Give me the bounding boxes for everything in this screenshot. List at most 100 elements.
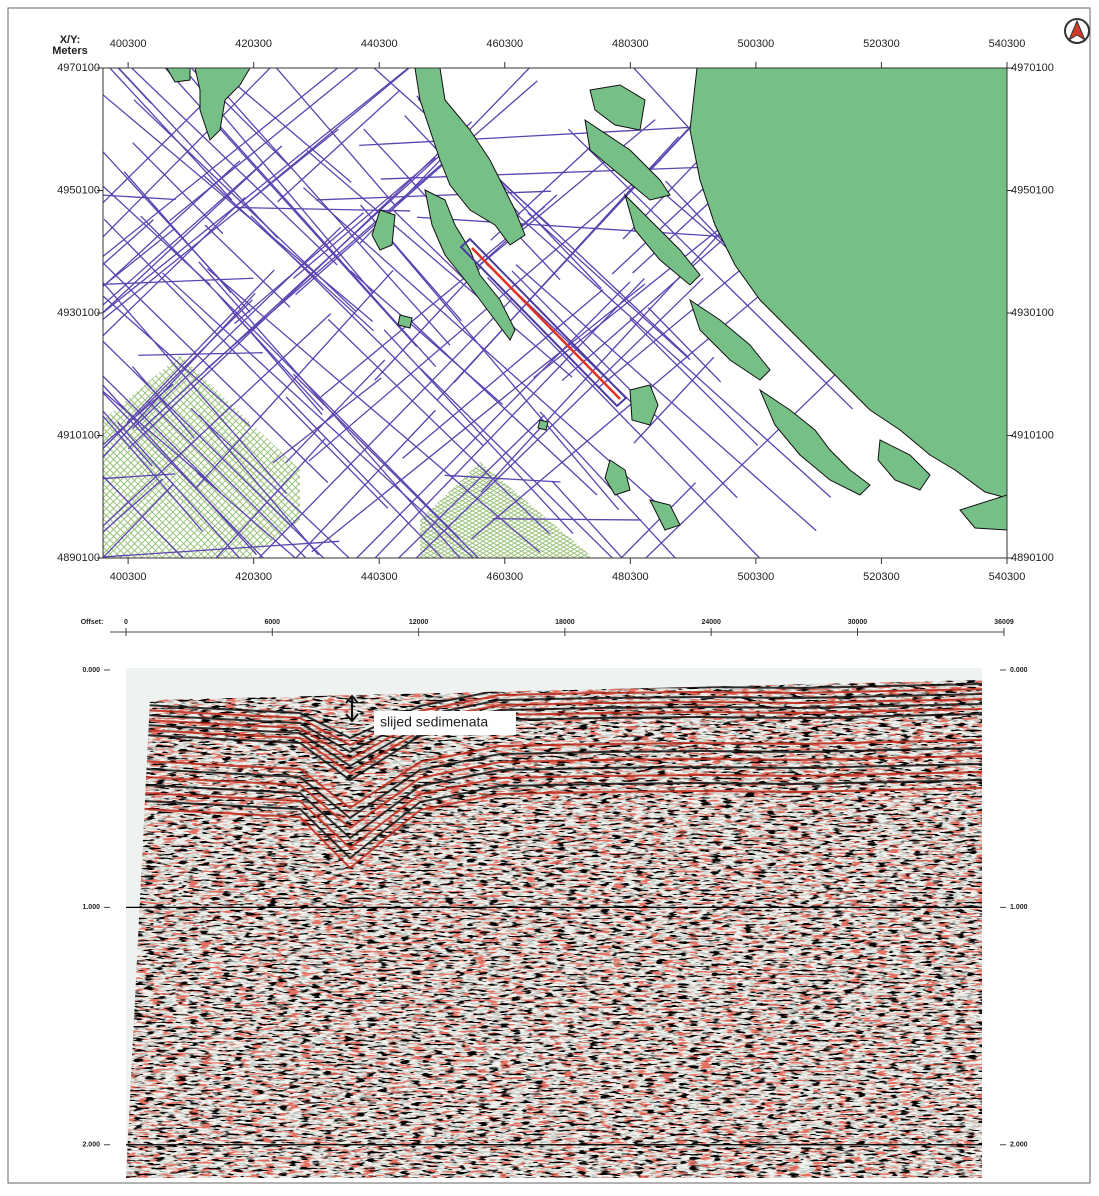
y-tick-label: 4890100: [1011, 552, 1054, 564]
corner-label: X/Y:: [60, 34, 81, 46]
survey-line: [189, 355, 300, 558]
reflector: [126, 755, 982, 830]
x-tick-label: 420300: [235, 38, 272, 50]
survey-line: [420, 462, 590, 558]
seismic-line: [355, 281, 631, 558]
reflector: [126, 779, 982, 860]
survey-line: [0, 340, 23, 600]
survey-line: [103, 355, 227, 558]
survey-line: [103, 355, 234, 558]
x-tick-label: 420300: [235, 571, 272, 583]
y-tick-label: 4950100: [57, 184, 100, 196]
x-tick-label: 500300: [738, 38, 775, 50]
survey-line: [133, 355, 300, 558]
profile-box: [459, 237, 628, 408]
seismic-line: [196, 472, 297, 558]
y-tick-label: 4930100: [1011, 307, 1054, 319]
survey-line: [175, 355, 300, 558]
reflector: [126, 683, 982, 740]
seismic-line: [147, 400, 307, 558]
seismic-line: [103, 68, 339, 258]
survey-line: [103, 355, 199, 558]
survey-line: [103, 355, 185, 558]
x-tick-label: 480300: [612, 38, 649, 50]
survey-line: [0, 340, 65, 600]
survey-line: [0, 340, 44, 600]
survey-line: [203, 355, 300, 558]
seismic-line: [293, 157, 436, 279]
seismic-line: [103, 478, 164, 533]
seismic-line: [204, 224, 291, 308]
seismic-line: [633, 356, 715, 444]
x-tick-label: 24000: [701, 619, 721, 626]
survey-line: [182, 355, 300, 558]
y-tick-label: 2.000: [1010, 1142, 1028, 1149]
seismic-line: [103, 415, 203, 532]
survey-line: [420, 462, 590, 558]
seismic-line: [257, 298, 513, 558]
seismic-line: [420, 368, 614, 558]
seismic-line: [217, 293, 323, 416]
survey-line: [420, 462, 590, 558]
seismic-line: [373, 219, 620, 511]
annotation: slijed sedimenata: [380, 714, 488, 730]
survey-line: [168, 355, 300, 558]
reflector: [126, 693, 982, 754]
seismic-line: [103, 197, 246, 337]
seismic-line: [202, 107, 437, 368]
seismic-line: [103, 410, 153, 467]
survey-line: [0, 340, 58, 600]
seismic-line: [234, 212, 365, 325]
seismic-line: [215, 438, 326, 558]
y-tick-label: 1.000: [1010, 904, 1028, 911]
seismic-line: [527, 212, 691, 361]
seismic-line: [383, 329, 574, 535]
seismic-line: [103, 281, 287, 495]
survey-line: [161, 355, 300, 558]
seismic-line: [236, 68, 411, 212]
seismic-line: [103, 128, 339, 321]
reflector: [126, 747, 982, 820]
seismic-line: [551, 480, 624, 558]
survey-line: [0, 340, 30, 600]
seismic-line: [295, 163, 445, 296]
y-tick-label: 4950100: [1011, 184, 1054, 196]
seismic-line: [126, 269, 275, 423]
seismic-line: [161, 272, 475, 558]
survey-line: [140, 355, 300, 558]
survey-line: [103, 355, 220, 558]
reflector: [126, 763, 982, 840]
seismic-line: [468, 170, 832, 498]
seismic-line: [327, 318, 551, 535]
reflector: [126, 739, 982, 810]
seismic-line: [597, 248, 767, 389]
survey-line: [103, 355, 206, 558]
seismic-line: [103, 299, 253, 450]
seismic-line: [130, 68, 338, 266]
seismic-line: [123, 171, 232, 294]
survey-line: [103, 355, 213, 558]
seismic-line: [294, 409, 437, 558]
survey-line: [0, 340, 44, 600]
axis-label: Offset:: [81, 619, 104, 626]
seismic-line: [198, 414, 320, 556]
seismic-section: [126, 668, 982, 1178]
seismic-line: [132, 226, 342, 430]
y-tick-label: 1.000: [82, 904, 100, 911]
survey-line: [422, 462, 590, 558]
seismic-line: [359, 124, 723, 147]
seismic-line: [219, 87, 451, 346]
survey-line: [420, 462, 516, 558]
x-tick-label: 0: [124, 619, 128, 626]
seismic-line: [632, 190, 722, 274]
survey-line: [420, 462, 523, 558]
x-tick-label: 480300: [612, 571, 649, 583]
seismic-line: [620, 482, 697, 558]
survey-line: [103, 355, 300, 558]
seismic-line: [103, 93, 374, 322]
survey-line: [105, 355, 300, 558]
survey-line: [0, 340, 2, 600]
survey-line: [420, 462, 537, 558]
seismic-line: [103, 391, 265, 558]
seismic-line: [164, 68, 418, 348]
